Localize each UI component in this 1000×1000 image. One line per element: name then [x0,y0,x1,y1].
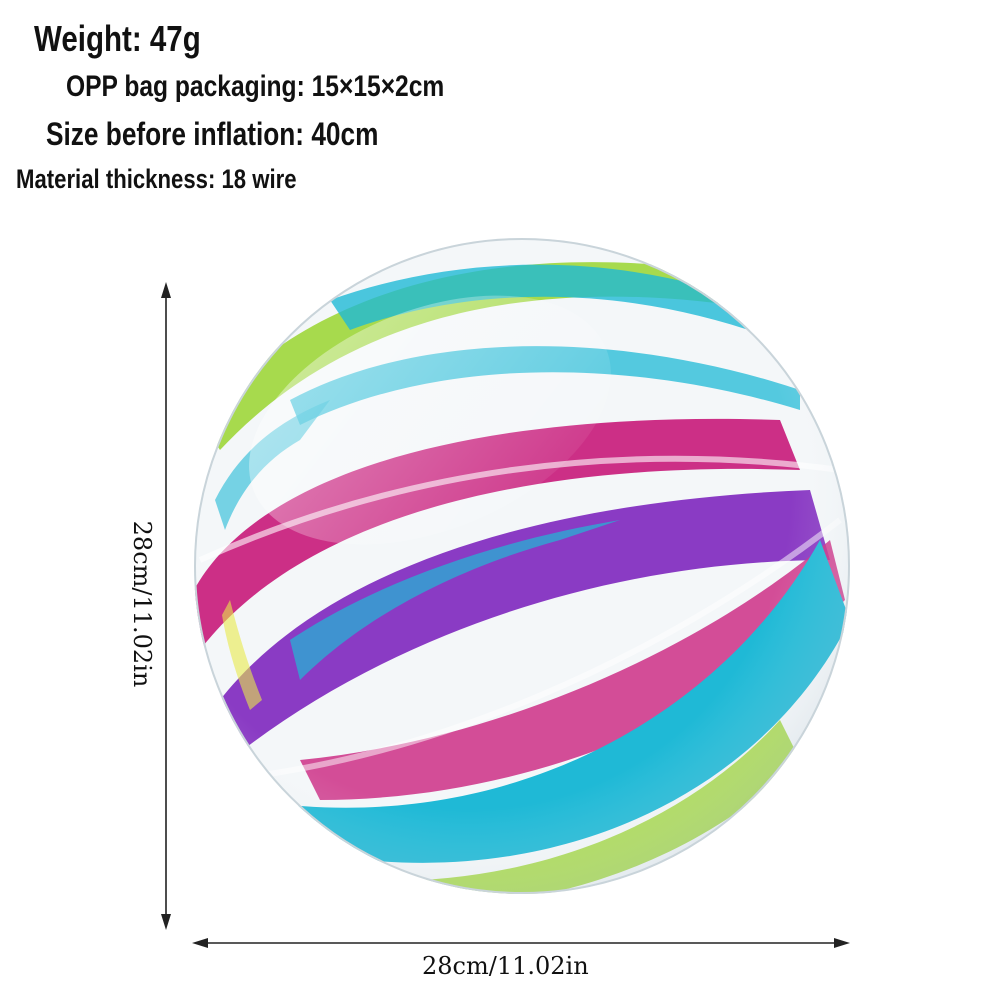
material-thickness-spec: Material thickness: 18 wire [16,164,297,194]
width-dimension-label: 28cm/11.02in [422,952,589,980]
height-dimension-label: 28cm/11.02in [128,520,156,688]
size-before-inflation-spec: Size before inflation: 40cm [46,116,379,152]
height-dimension-arrow [161,282,171,930]
packaging-spec: OPP bag packaging: 15×15×2cm [66,70,445,103]
beach-ball [194,238,850,894]
width-dimension-arrow [192,938,850,948]
weight-spec: Weight: 47g [34,18,201,59]
